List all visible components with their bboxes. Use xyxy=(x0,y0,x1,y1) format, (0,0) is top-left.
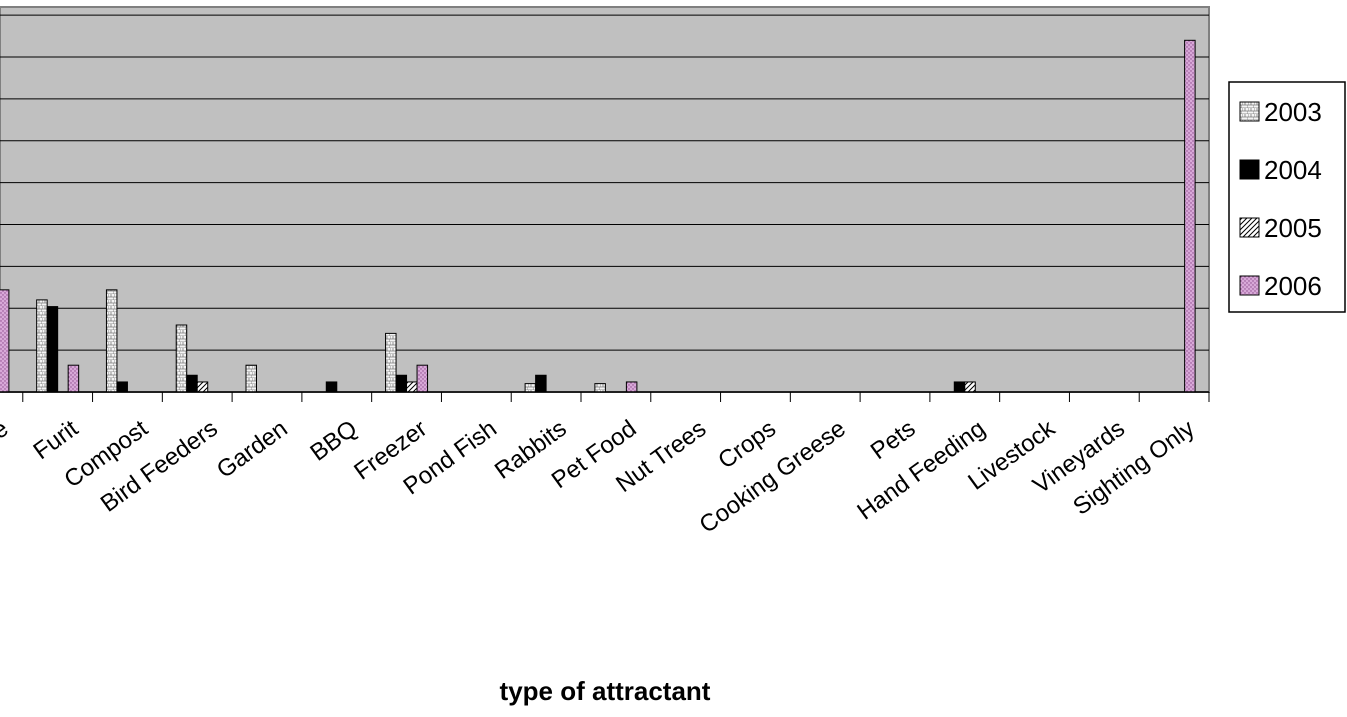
legend: 2003 2004 2005 2006 xyxy=(1228,81,1346,313)
bar-2006-freezer xyxy=(416,364,429,393)
legend-swatch-2005 xyxy=(1239,217,1260,238)
legend-label-2003: 2003 xyxy=(1264,97,1322,127)
plot-background xyxy=(0,6,1210,393)
bar-2005-freezer xyxy=(406,381,418,393)
bar-2003-freezer xyxy=(385,332,397,393)
bar-2004-bbq xyxy=(325,381,338,393)
x-tick-label: Pets xyxy=(866,415,921,465)
x-tick-label: Sighting Only xyxy=(1068,415,1199,521)
bar-2003-furit xyxy=(36,299,48,393)
bar-2004-hand-feeding xyxy=(953,381,966,393)
bar-2003-bird-feeders xyxy=(175,324,188,393)
gridlines xyxy=(0,14,1209,351)
bar-2005-hand-feeding xyxy=(964,381,976,393)
legend-label-2006: 2006 xyxy=(1264,271,1322,301)
x-ticks xyxy=(22,392,1210,402)
legend-swatch-2006 xyxy=(1239,275,1260,296)
x-tick-label: Furit xyxy=(28,415,83,465)
legend-label-2004: 2004 xyxy=(1264,155,1322,185)
x-tick-label: BBQ xyxy=(305,415,362,467)
bar-2006-furit xyxy=(67,364,80,393)
bar-2004-rabbits xyxy=(535,374,547,393)
legend-swatch-2004 xyxy=(1239,159,1260,180)
bar-2004-freezer xyxy=(395,374,408,393)
bar-2004-compost xyxy=(116,381,128,393)
bar-2003-pet-food xyxy=(594,383,606,393)
legend-label-2005: 2005 xyxy=(1264,213,1322,243)
bar-2003-rabbits xyxy=(524,383,537,393)
bar-2006-pet-food xyxy=(625,381,638,393)
bar-2005-bird-feeders xyxy=(196,381,209,393)
bar-2003-compost xyxy=(105,289,118,393)
bar-2004-bird-feeders xyxy=(186,374,198,393)
x-tick-label: Garbage xyxy=(0,415,13,492)
bar-2004-furit xyxy=(46,306,59,393)
bar-2006-sighting-only xyxy=(1184,39,1196,393)
x-tick-label: Garden xyxy=(212,415,293,484)
legend-swatch-2003 xyxy=(1239,101,1260,122)
bars xyxy=(0,39,1196,393)
bar-2006-garbage xyxy=(0,289,10,393)
bar-2003-garden xyxy=(245,364,257,393)
x-axis-title: type of attractant xyxy=(500,676,711,706)
